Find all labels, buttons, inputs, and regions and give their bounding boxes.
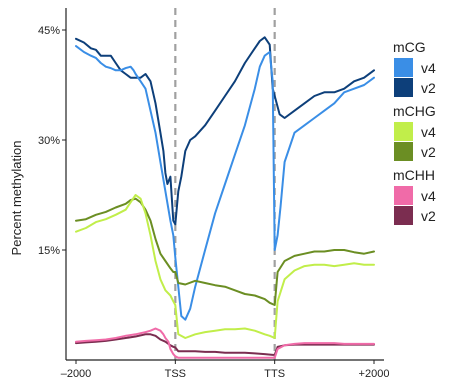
legend-swatch [394, 142, 413, 161]
y-tick-label: 30% [38, 135, 60, 147]
series-line-mcg-v4 [75, 45, 375, 321]
x-tick-label: –2000 [61, 368, 92, 380]
y-axis-title: Percent methylation [9, 141, 24, 256]
series-line-mchg-v4 [75, 194, 375, 339]
y-tick-label: 15% [38, 245, 60, 257]
legend-label: v4 [421, 188, 436, 204]
legend-swatch [394, 186, 413, 205]
legend-label: v2 [421, 208, 436, 224]
series-lines [75, 36, 375, 359]
series-line-mcg-v2 [75, 36, 375, 226]
series-line-mchh-v4 [75, 327, 375, 359]
legend-swatch [394, 78, 413, 97]
series-line-mchg-v2 [75, 197, 375, 306]
legend-swatch [394, 206, 413, 225]
legend-label: v2 [421, 144, 436, 160]
y-tick-label: 45% [38, 25, 60, 37]
x-tick-label: TSS [165, 368, 186, 380]
legend-swatch [394, 122, 413, 141]
axes: 15% 30% 45% –2000 TSS TTS +2000 [38, 8, 389, 380]
legend: mCG v4 v2 mCHG v4 v2 mCHH v4 v2 [393, 39, 436, 225]
legend-group-title: mCHH [393, 167, 435, 183]
legend-label: v4 [421, 60, 436, 76]
legend-label: v2 [421, 80, 436, 96]
legend-label: v4 [421, 124, 436, 140]
x-tick-label: TTS [264, 368, 285, 380]
legend-group-title: mCHG [393, 103, 436, 119]
legend-group-title: mCG [393, 39, 426, 55]
legend-swatch [394, 58, 413, 77]
series-line-mchh-v2 [75, 333, 375, 356]
x-tick-label: +2000 [359, 368, 390, 380]
